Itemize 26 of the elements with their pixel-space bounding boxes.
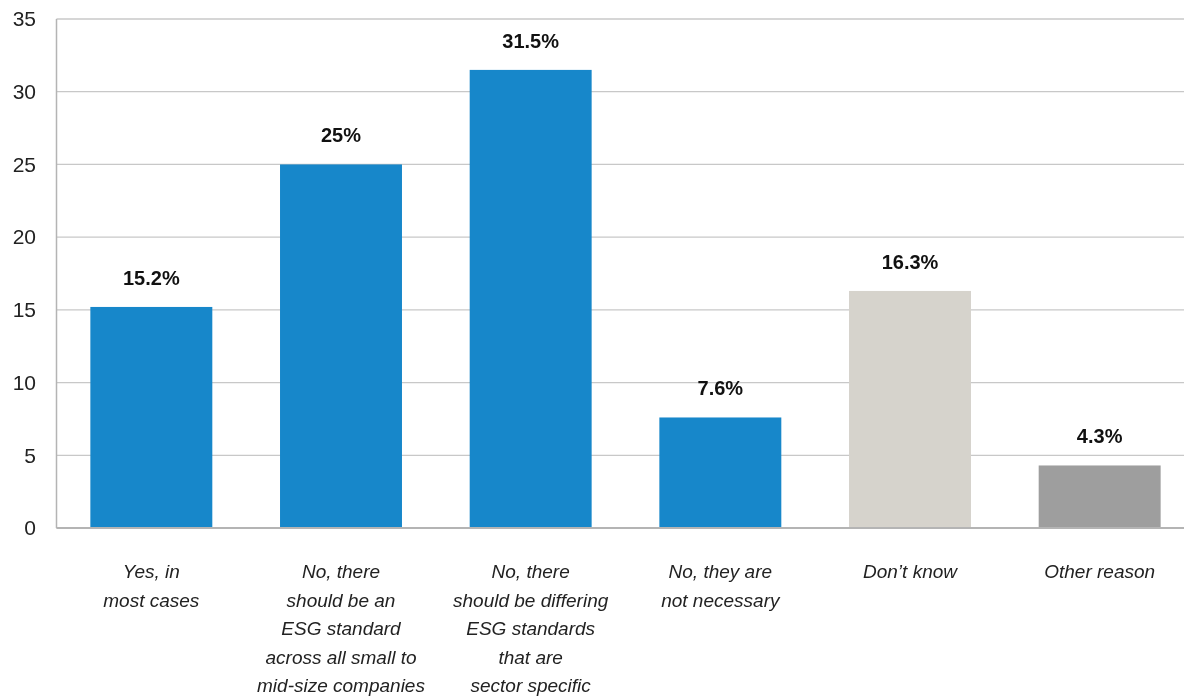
data-label: 15.2% [122, 266, 180, 289]
y-tick-label: 20 [12, 225, 36, 249]
data-label: 31.5% [502, 29, 560, 52]
y-tick-label: 30 [12, 80, 36, 104]
data-label: 7.6% [697, 377, 744, 400]
bar [280, 164, 402, 528]
y-tick-label: 25 [12, 152, 36, 176]
bar [659, 417, 782, 528]
bar [90, 306, 213, 528]
x-tick-label: No, they are not necessary [661, 561, 781, 611]
bar [1038, 465, 1161, 528]
data-label: 25% [320, 124, 362, 147]
y-tick-label: 35 [12, 7, 36, 31]
x-tick-label: No, there should be differing ESG standards that are sector specific [453, 561, 609, 696]
y-tick-label: 0 [24, 516, 36, 540]
data-label: 16.3% [881, 250, 939, 273]
x-tick-label: Yes, in most cases [103, 561, 200, 611]
bar [849, 290, 971, 528]
x-tick-label: Other reason [1044, 561, 1156, 582]
x-tick-label: No, there should be an ESG standard across all small to mid-size companies [257, 561, 426, 696]
y-tick-label: 15 [12, 298, 36, 322]
data-label: 4.3% [1076, 425, 1123, 448]
y-tick-label: 5 [24, 443, 36, 467]
y-tick-label: 10 [12, 370, 36, 394]
bar [469, 69, 592, 528]
x-tick-label: Don’t know [863, 561, 959, 582]
